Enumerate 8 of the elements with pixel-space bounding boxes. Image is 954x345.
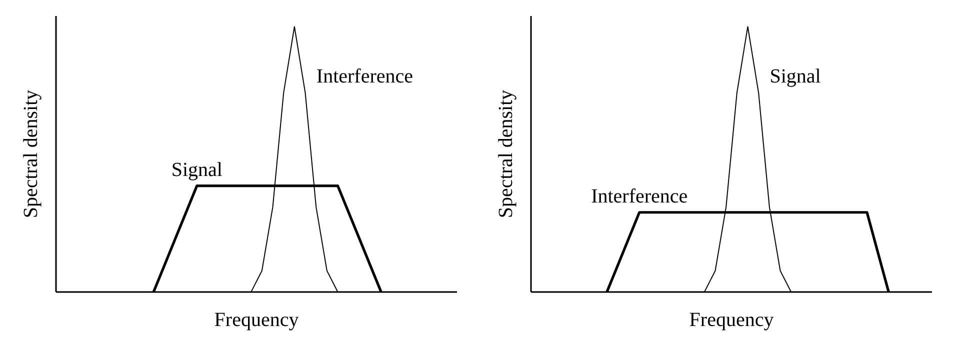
series-label: Signal — [171, 158, 223, 181]
x-axis-title: Frequency — [214, 309, 299, 331]
series-label: Interference — [591, 185, 688, 208]
series-label: Interference — [316, 66, 414, 88]
y-axis-title: Spectral density — [495, 90, 518, 218]
y-axis-title: Spectral density — [20, 90, 42, 218]
x-axis-title: Frequency — [689, 309, 774, 331]
series-label: Signal — [770, 66, 822, 88]
